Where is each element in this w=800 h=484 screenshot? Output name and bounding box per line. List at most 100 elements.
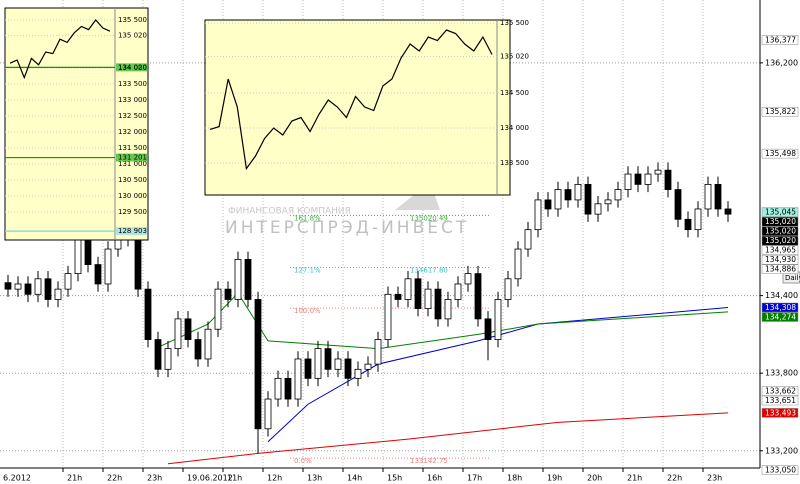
price-tag — [761, 264, 799, 274]
candle-body — [674, 189, 682, 220]
candle-body — [524, 229, 532, 250]
candle-body — [94, 264, 102, 285]
candle-body — [554, 189, 562, 210]
price-tags: 136,377135,822135,498135,045135,020135,0… — [761, 35, 799, 475]
candle-body — [24, 283, 32, 295]
candle-body — [334, 358, 342, 370]
price-tag-label: 135,498 — [765, 149, 796, 158]
inset-tick-label: 135 500 — [118, 16, 147, 24]
x-tick-label: 23h — [147, 474, 162, 483]
price-tag — [761, 408, 799, 418]
candle-body — [174, 318, 182, 350]
x-tick-label: 12h — [267, 474, 282, 483]
price-tag-label: 134,274 — [765, 313, 796, 322]
candle-body — [504, 278, 512, 300]
x-tick-label: 17h — [467, 474, 482, 483]
fib-price: 135020.49 — [410, 214, 448, 222]
inset-tag — [116, 153, 147, 162]
inset-price-line — [9, 19, 111, 80]
price-tag-label: 133,662 — [765, 387, 796, 396]
candle-body — [244, 258, 252, 300]
candle-body — [264, 398, 272, 430]
y-tick-label: 133,200 — [765, 446, 798, 455]
x-tick-label: 18h — [507, 474, 522, 483]
inset-tick-label: 134 500 — [500, 89, 529, 97]
x-tick-label: 22h — [667, 474, 682, 483]
plot: 161.8% 135020.49 127.1% 134617.80 100.0% 0.0%… — [4, 162, 732, 465]
watermark-line1: ФИНАНСОВАЯ КОМПАНИЯ — [228, 207, 351, 217]
price-tag-label: 133,651 — [765, 396, 796, 405]
candle-body — [294, 358, 302, 400]
price-tag-label: 135,045 — [765, 208, 796, 217]
candle-body — [214, 288, 222, 330]
inset-tick-label: 135 500 — [500, 19, 529, 27]
y-tick-label: 136,200 — [765, 58, 798, 67]
candle-body — [324, 348, 332, 370]
candle-body — [494, 299, 502, 340]
candle-body — [14, 283, 22, 290]
x-tick-label: 14h — [347, 474, 362, 483]
price-tag — [761, 386, 799, 396]
candle-body — [714, 183, 722, 210]
inset-background — [204, 19, 511, 196]
candle-body — [44, 278, 52, 300]
inset-tag-label: 134 020 — [118, 63, 147, 71]
inset-tag-label: 131 201 — [118, 154, 147, 162]
price-tag — [761, 465, 799, 475]
inset-tick-label: 133 000 — [118, 96, 147, 104]
inset-background — [4, 7, 149, 241]
price-tag-label: 135,822 — [765, 107, 796, 116]
candle-body — [184, 318, 192, 340]
watermark-line2: ИНТЕРСПРЭД-ИНВЕСТ — [225, 218, 469, 238]
inset-tick-label: 130 000 — [118, 192, 147, 200]
x-tick-label: 22h — [107, 474, 122, 483]
price-tag-label: 135,020 — [765, 217, 796, 226]
x-tick-label: 19h — [547, 474, 562, 483]
candle-body — [484, 318, 492, 340]
insets: 135 500 135 020 134 000 133 500 133 000 132 5… — [4, 7, 529, 241]
inset-tag — [116, 63, 147, 72]
fib-price: 134617.80 — [410, 266, 448, 274]
candle-body — [624, 173, 632, 190]
inset-tag-label: 128 903 — [118, 227, 147, 235]
price-tag — [761, 35, 799, 45]
timeframe: Daily — [785, 274, 800, 282]
price-tag-label: 134,930 — [765, 255, 796, 264]
candle-body — [4, 282, 12, 290]
x-tick-label: 13h — [307, 474, 322, 483]
x-tick-label: 19.06.2012 — [187, 474, 233, 483]
price-tag — [761, 106, 799, 117]
candle-body — [344, 358, 352, 379]
candle-body — [274, 377, 282, 400]
candle-body — [374, 339, 382, 365]
candle-body — [194, 339, 202, 360]
price-tag — [761, 302, 799, 313]
candle-body — [644, 173, 652, 185]
x-tick-label: 11h — [227, 474, 242, 483]
candle-body — [364, 363, 372, 370]
candle-body — [694, 208, 702, 231]
candle-body — [614, 189, 622, 201]
candle-body — [464, 273, 472, 285]
candle-body — [594, 203, 602, 215]
fib-label: 100.0% — [294, 307, 321, 315]
inset-tag — [116, 227, 147, 236]
x-tick-label: 23h — [707, 474, 722, 483]
candle-body — [684, 218, 692, 231]
candle-body — [664, 169, 672, 190]
fib-label: 161.8% — [294, 214, 321, 222]
x-tick-label: 15h — [387, 474, 402, 483]
candle-body — [204, 328, 212, 360]
candle-body — [354, 368, 362, 379]
candle-body — [654, 169, 662, 175]
price-tag — [761, 235, 799, 246]
inset-tick-label: 132 000 — [118, 128, 147, 136]
candle-body — [34, 278, 42, 295]
price-tag-label: 134,886 — [765, 265, 796, 274]
inset-tick-label: 133 500 — [118, 80, 147, 88]
candle-body — [54, 288, 62, 300]
inset-tick-label: 134 000 — [500, 124, 529, 132]
candle-body — [584, 183, 592, 215]
candle-body — [64, 273, 72, 290]
price-tag-label: 135,020 — [765, 236, 796, 245]
